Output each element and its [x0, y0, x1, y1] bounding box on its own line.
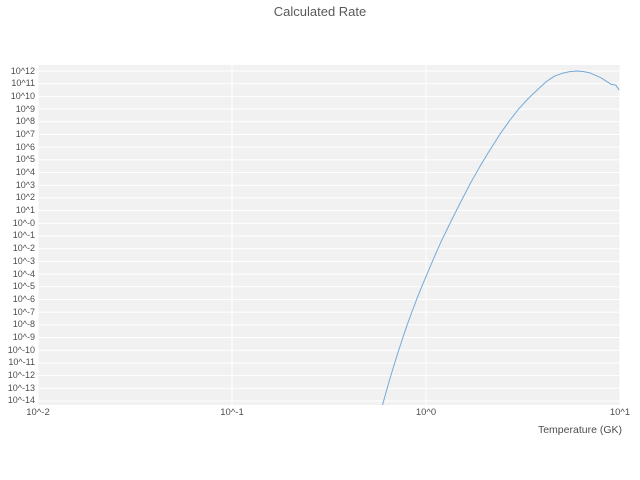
y-tick-label: 10^-4 — [12, 268, 35, 279]
y-tick-label: 10^-0 — [12, 217, 35, 228]
rate-curve-line — [382, 70, 620, 405]
y-tick-label: 10^2 — [15, 192, 35, 203]
y-tick-label: 10^10 — [10, 90, 35, 101]
y-tick-label: 10^12 — [10, 65, 35, 76]
y-tick-label: 10^7 — [15, 128, 35, 139]
y-tick-label: 10^1 — [15, 205, 35, 216]
y-tick-label: 10^-3 — [12, 255, 35, 266]
y-tick-label: 10^-6 — [12, 293, 35, 304]
y-tick-label: 10^6 — [15, 141, 35, 152]
y-tick-label: 10^5 — [15, 154, 35, 165]
x-tick-label: 10^-2 — [26, 407, 50, 418]
y-tick-label: 10^8 — [15, 116, 35, 127]
x-tick-label: 10^1 — [609, 407, 631, 418]
y-tick-label: 10^-11 — [8, 357, 35, 368]
y-tick-label: 10^-12 — [7, 370, 35, 381]
y-tick-label: 10^4 — [15, 167, 35, 178]
chart-title: Calculated Rate — [273, 4, 367, 19]
y-axis-tick-labels: 10^12 10^11 10^10 10^9 10^8 10^7 10^6 10^5 10^4 1… — [0, 65, 37, 405]
plot-area — [38, 65, 620, 405]
y-tick-label: 10^-9 — [12, 332, 35, 343]
plot-svg — [38, 65, 620, 405]
y-tick-label: 10^-5 — [12, 281, 35, 292]
x-tick-label: 10^0 — [415, 407, 437, 418]
y-tick-label: 10^11 — [11, 78, 35, 89]
x-axis-tick-labels: 10^-2 10^-1 10^0 10^1 — [0, 407, 640, 421]
y-tick-label: 10^-8 — [12, 319, 35, 330]
y-tick-label: 10^3 — [15, 179, 35, 190]
y-tick-label: 10^9 — [15, 103, 35, 114]
x-tick-label: 10^-1 — [220, 407, 244, 418]
y-tick-label: 10^-13 — [7, 382, 35, 393]
y-tick-label: 10^-1 — [12, 230, 35, 241]
y-tick-label: 10^-10 — [7, 344, 35, 355]
y-tick-label: 10^-7 — [12, 306, 35, 317]
x-axis-label: Temperature (GK) — [537, 424, 622, 436]
y-tick-label: 10^-14 — [7, 395, 35, 405]
y-tick-label: 10^-2 — [12, 243, 35, 254]
